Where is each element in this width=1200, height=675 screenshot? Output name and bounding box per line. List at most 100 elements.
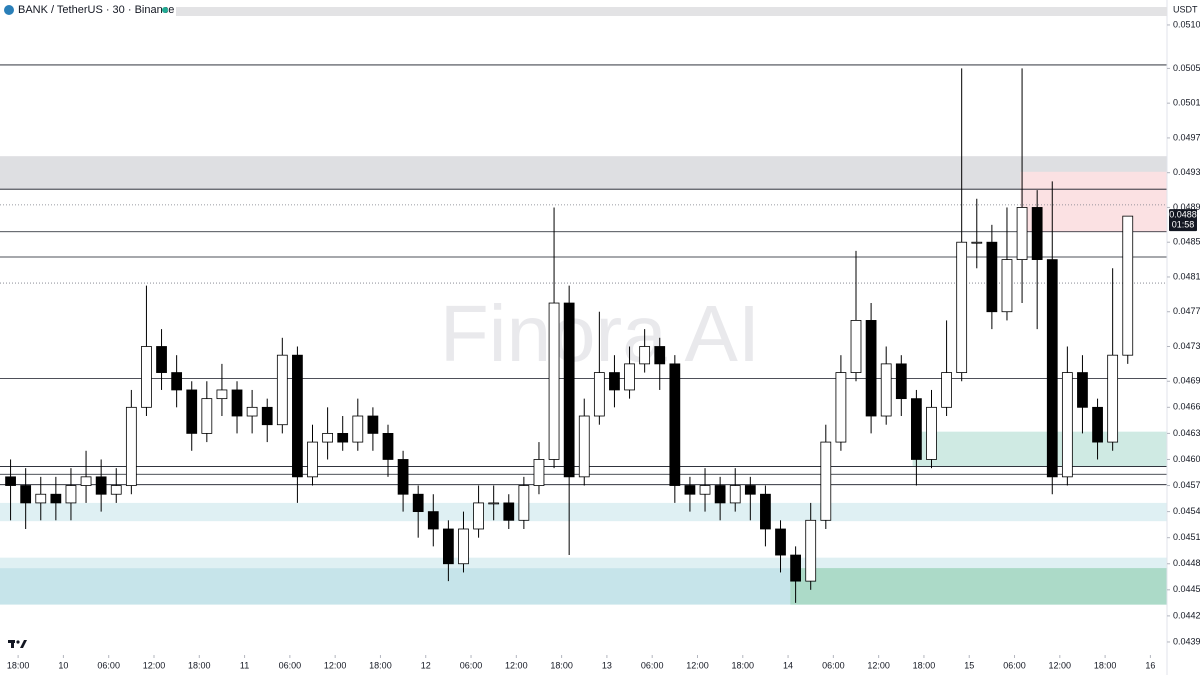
candle-body (171, 372, 183, 391)
x-tick-label: 06:00 (460, 660, 483, 670)
candle-body (639, 346, 651, 365)
candle-body (744, 485, 756, 495)
status-dot (162, 7, 168, 13)
candle-body (820, 441, 832, 521)
y-tick-label: 0.0481 (1173, 271, 1200, 281)
candle-body (624, 363, 635, 391)
y-tick-label: 0.0442 (1173, 610, 1200, 620)
candle-body (141, 346, 152, 408)
candle-body (110, 485, 122, 495)
candle-body (50, 493, 62, 504)
zones (0, 156, 1167, 605)
candle-body (5, 476, 16, 486)
candle-body (65, 485, 77, 504)
y-tick-label: 0.0463 (1173, 428, 1200, 438)
y-tick-label: 0.0451 (1173, 532, 1200, 542)
candle-body (971, 241, 983, 244)
y-tick-label: 0.0505 (1173, 63, 1200, 73)
y-tick-label: 0.0477 (1173, 306, 1200, 316)
candle-body (986, 241, 998, 313)
x-tick-label: 12:00 (143, 660, 166, 670)
candle-body (865, 320, 877, 417)
x-tick-label: 18:00 (7, 660, 30, 670)
x-tick-label: 12:00 (686, 660, 709, 670)
y-tick-label: 0.0448 (1173, 558, 1200, 568)
candle-body (307, 441, 318, 478)
x-tick-label: 12:00 (1049, 660, 1072, 670)
candle-body (156, 346, 167, 373)
candle-body (895, 363, 907, 400)
candle-body (503, 502, 515, 521)
candle-body (1016, 207, 1028, 260)
zone (0, 502, 1167, 522)
x-tick-label: 06:00 (822, 660, 845, 670)
candle-body (1046, 259, 1058, 478)
candle-body (473, 502, 484, 530)
candle-body (80, 476, 92, 486)
header-bar (176, 7, 1167, 16)
candle-body (292, 354, 303, 478)
y-tick-label: 0.0454 (1173, 506, 1200, 516)
zone (790, 568, 1167, 605)
x-tick-label: 06:00 (97, 660, 120, 670)
x-tick-label: 18:00 (732, 660, 755, 670)
x-tick-label: 15 (964, 660, 974, 670)
candle-body (352, 415, 364, 443)
x-tick-label: 12:00 (867, 660, 890, 670)
y-tick-label: 0.0473 (1173, 341, 1200, 351)
candle-body (337, 432, 349, 443)
candle-body (654, 346, 666, 365)
candle-body (1077, 372, 1088, 408)
y-tick-label: 0.0457 (1173, 480, 1200, 490)
candle-body (548, 302, 560, 460)
candle-body (261, 406, 273, 426)
candle-body (382, 432, 394, 460)
logo-part (11, 640, 14, 648)
x-tick-label: 18:00 (550, 660, 573, 670)
y-tick-label: 0.0466 (1173, 402, 1200, 412)
x-tick-label: 18:00 (369, 660, 392, 670)
candle-body (20, 485, 32, 504)
candle-body (1092, 406, 1103, 443)
y-tick-label: 0.0469 (1173, 376, 1200, 386)
candle-body (35, 493, 47, 504)
logo-part (20, 640, 27, 648)
zone (0, 557, 1167, 569)
zone (0, 156, 1167, 190)
candle-body (1001, 259, 1013, 313)
candle-body (186, 389, 198, 434)
candle-body (941, 372, 952, 408)
candle-body (880, 363, 892, 417)
zone (912, 431, 1167, 467)
zone (1020, 171, 1167, 232)
x-tick-label: 12:00 (324, 660, 347, 670)
x-tick-label: 18:00 (188, 660, 211, 670)
candle-body (926, 406, 937, 460)
watermark: Finora AI (440, 289, 760, 378)
x-tick-label: 13 (602, 660, 612, 670)
candle-body (956, 241, 968, 373)
chart-title: BANK / TetherUS · 30 · Binance (18, 4, 174, 16)
y-tick-label: 0.0445 (1173, 584, 1200, 594)
candle-body (911, 398, 922, 460)
candle-body (563, 302, 575, 478)
x-tick-label: 14 (783, 660, 793, 670)
y-tick-label: 0.0493 (1173, 167, 1200, 177)
candle-body (699, 485, 711, 495)
candle-body (729, 485, 741, 504)
last-price-box (1169, 209, 1197, 232)
candle-body (805, 519, 817, 582)
candle-body (367, 415, 379, 434)
x-tick-label: 16 (1145, 660, 1155, 670)
logo-part (16, 640, 20, 644)
candle-body (1031, 207, 1043, 260)
y-tick-label: 0.0489 (1173, 202, 1200, 212)
candle-body (669, 363, 681, 486)
countdown-label: 01:58 (1172, 220, 1195, 230)
y-tick-label: 0.0460 (1173, 454, 1200, 464)
unit-label: USDT (1173, 4, 1198, 14)
candle-body (714, 485, 726, 504)
candle-body (231, 389, 243, 417)
